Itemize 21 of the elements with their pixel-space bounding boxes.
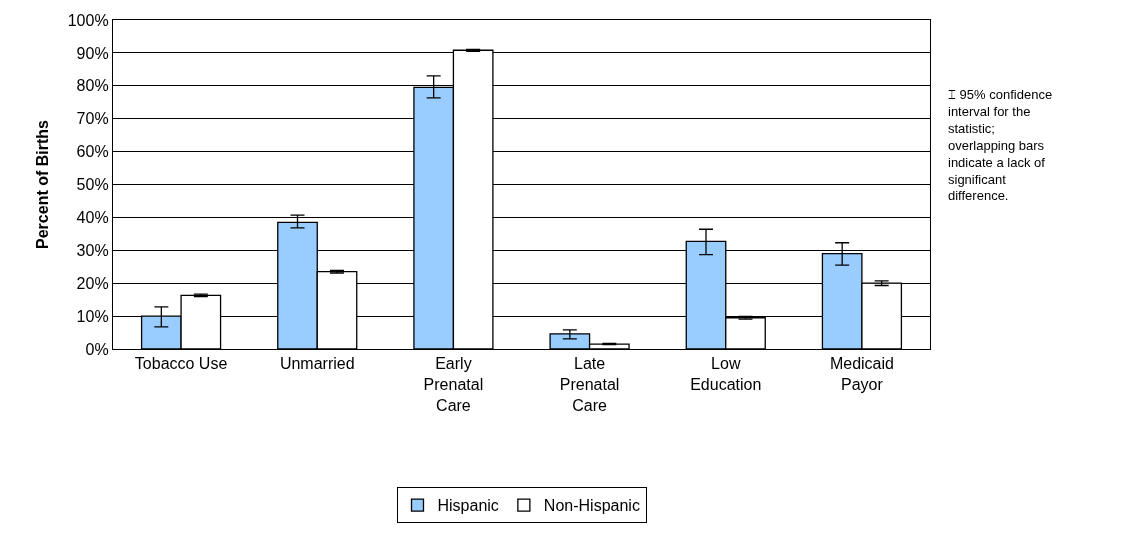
y-tick-label: 50% bbox=[76, 176, 109, 194]
y-axis-title: Percent of Births bbox=[33, 119, 51, 249]
y-tick-label: 70% bbox=[76, 110, 109, 128]
legend-label: Non-Hispanic bbox=[543, 497, 640, 515]
y-tick-label: 40% bbox=[76, 209, 109, 226]
y-tick-label: 100% bbox=[67, 11, 109, 29]
y-tick-label: 60% bbox=[76, 143, 109, 161]
x-tick-label: Late Prenatal Care bbox=[559, 355, 620, 414]
y-tick-label: 0% bbox=[85, 340, 109, 358]
legend-label: Hispanic bbox=[437, 497, 499, 515]
y-tick-label: 30% bbox=[76, 241, 109, 259]
x-tick-label: Early Prenatal Care bbox=[423, 355, 484, 414]
y-tick-label: 80% bbox=[76, 77, 109, 95]
y-tick-label: 90% bbox=[76, 44, 109, 62]
y-tick-label: 10% bbox=[76, 307, 109, 325]
text: ⌶ 95% confidence interval for the statistic; overlapping bars indicate a lack of significant difference. bbox=[948, 87, 1053, 204]
x-tick-label: Tobacco Use bbox=[134, 355, 228, 373]
x-tick-label: Low Education bbox=[690, 355, 762, 394]
x-tick-label: Medicaid Payor bbox=[829, 355, 894, 394]
x-tick-label: Unmarried bbox=[279, 355, 355, 373]
y-tick-label: 20% bbox=[76, 274, 109, 292]
